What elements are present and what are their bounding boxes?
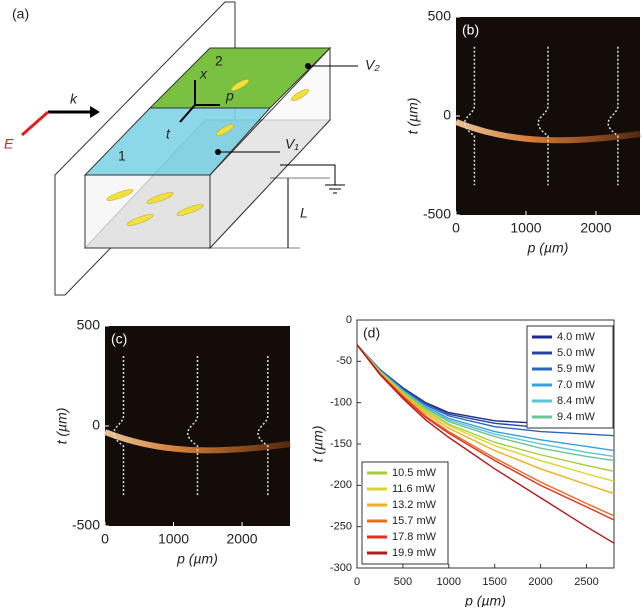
panel-label: (c) <box>111 331 127 347</box>
x-tick-label: 500 <box>394 576 412 588</box>
y-tick-label: 0 <box>92 417 100 433</box>
panel-label: (d) <box>363 325 380 341</box>
legend-label: 10.5 mW <box>392 467 437 479</box>
x-tick-label: 0 <box>452 220 460 236</box>
y-tick-label: -500 <box>423 206 451 222</box>
y-axis-label: t (µm) <box>54 408 70 445</box>
y-tick-label: -50 <box>336 355 352 367</box>
profile <box>187 356 199 496</box>
x-axis-label: p (µm) <box>464 593 506 607</box>
label: L <box>300 205 308 221</box>
legend-label: 9.4 mW <box>557 411 596 423</box>
label: x <box>199 66 208 82</box>
axis-arrow <box>179 104 196 123</box>
y-tick-label: -100 <box>330 397 352 409</box>
label: 2 <box>215 53 223 69</box>
series-line <box>356 344 615 521</box>
y-axis-label: t (µm) <box>310 426 326 463</box>
legend-label: 19.9 mW <box>392 547 437 559</box>
label: k <box>70 91 78 107</box>
y-tick-label: 500 <box>428 8 452 24</box>
beam <box>454 119 641 144</box>
profile <box>257 356 269 496</box>
x-tick-label: 0 <box>101 531 109 547</box>
y-tick-label: -150 <box>330 438 352 450</box>
x-tick-label: 2000 <box>528 576 552 588</box>
x-tick-label: 0 <box>354 576 360 588</box>
x-tick-label: 1000 <box>158 531 189 547</box>
legend-label: 13.2 mW <box>392 499 437 511</box>
label: p <box>225 88 234 104</box>
y-tick-label: -250 <box>330 521 352 533</box>
y-axis-label: t (µm) <box>405 98 421 135</box>
wire <box>280 164 336 185</box>
legend-label: 15.7 mW <box>392 515 437 527</box>
y-tick-label: -300 <box>330 562 352 574</box>
legend-label: 8.4 mW <box>557 395 596 407</box>
y-tick-label: -500 <box>72 517 100 533</box>
electrode-1 <box>83 107 272 176</box>
legend-label: 4.0 mW <box>557 331 596 343</box>
e-arrow <box>21 110 49 137</box>
image <box>105 326 290 526</box>
x-tick-label: 1000 <box>437 576 461 588</box>
label: 1 <box>118 148 126 164</box>
legend <box>361 461 449 565</box>
x-tick-label: 2500 <box>574 576 598 588</box>
image <box>456 17 640 215</box>
x-axis-label: p (µm) <box>176 551 218 567</box>
legend <box>526 325 614 429</box>
legend-label: 11.6 mW <box>392 483 436 495</box>
y-tick-label: 500 <box>77 317 101 333</box>
x-tick-label: 2000 <box>226 531 257 547</box>
panel-label: (a) <box>12 6 29 22</box>
x-tick-label: 1000 <box>510 220 541 236</box>
x-axis-label: p (µm) <box>527 240 569 256</box>
x-tick-label: 2000 <box>580 220 611 236</box>
panel-label: (b) <box>462 22 479 38</box>
y-tick-label: -200 <box>330 479 352 491</box>
legend-label: 5.9 mW <box>557 363 596 375</box>
arrowhead <box>90 106 100 118</box>
profile <box>113 356 125 496</box>
x-tick-label: 1500 <box>482 576 506 588</box>
label: V₂ <box>365 57 380 73</box>
molecules <box>106 79 310 226</box>
series-line <box>356 344 615 495</box>
legend-label: 7.0 mW <box>557 379 596 391</box>
label: t <box>166 126 171 142</box>
beam <box>103 429 291 454</box>
label: E <box>4 136 14 152</box>
label: V₁ <box>285 136 299 152</box>
contact <box>215 149 221 155</box>
y-tick-label: 0 <box>346 314 352 326</box>
legend-label: 17.8 mW <box>392 531 437 543</box>
diagram: (a) x p t k E 2 1 V₂ V₁ L <box>4 1 380 296</box>
contact <box>305 63 311 69</box>
legend-label: 5.0 mW <box>557 347 596 359</box>
y-tick-label: 0 <box>443 107 451 123</box>
series-line <box>356 344 615 544</box>
